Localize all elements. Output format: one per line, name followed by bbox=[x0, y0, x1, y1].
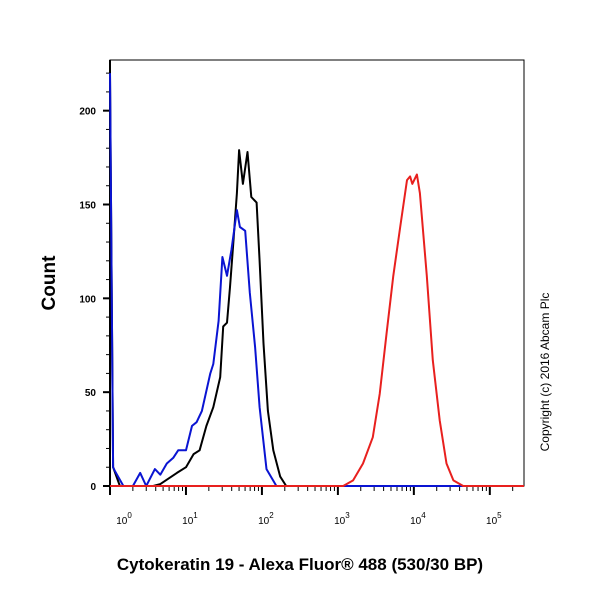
x-tick-label: 103 bbox=[334, 511, 350, 527]
histogram-series-2 bbox=[110, 173, 524, 487]
histogram-series-0 bbox=[109, 73, 524, 487]
y-axis-label: Count bbox=[39, 255, 60, 311]
x-tick-label: 105 bbox=[486, 511, 502, 527]
x-tick-label: 102 bbox=[258, 511, 274, 527]
y-tick-label: 200 bbox=[79, 107, 96, 118]
histogram-series-1 bbox=[109, 73, 524, 487]
y-tick-label: 50 bbox=[85, 388, 97, 399]
y-tick-label: 150 bbox=[79, 201, 96, 212]
plot-frame bbox=[109, 59, 525, 487]
x-tick-label: 101 bbox=[182, 511, 198, 527]
x-tick-label: 104 bbox=[410, 511, 426, 527]
y-tick-label: 0 bbox=[90, 482, 96, 493]
y-tick-label: 100 bbox=[79, 294, 96, 305]
x-axis-label: Cytokeratin 19 - Alexa Fluor® 488 (530/3… bbox=[116, 555, 484, 574]
x-tick-label: 100 bbox=[116, 511, 132, 527]
